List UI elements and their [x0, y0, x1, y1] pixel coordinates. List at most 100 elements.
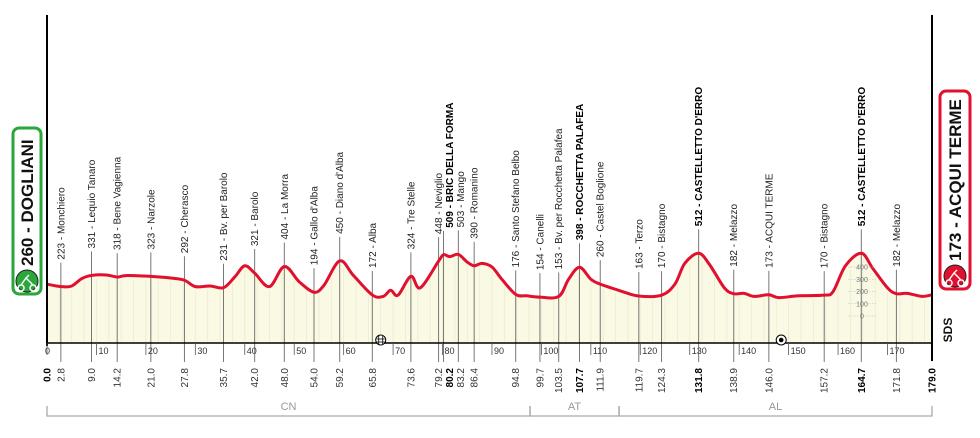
x-tick-label: 170 — [890, 346, 905, 356]
bicycle-glyph — [17, 274, 37, 292]
km-label-finish: 179.0 — [928, 368, 939, 393]
feed-zone-icon — [375, 334, 387, 346]
km-label-start: 0.0 — [43, 368, 54, 382]
km-label: 157.2 — [820, 368, 831, 393]
start-box-frame — [11, 126, 43, 296]
waypoint-label: 176 - Santo Stefano Belbo — [511, 150, 522, 268]
waypoint-label: 194 - Gallo d'Alba — [309, 186, 320, 266]
waypoint-label: 404 - La Morra — [280, 173, 291, 239]
cyclist-icon — [15, 269, 39, 293]
waypoint-label: 223 - Monchiero — [56, 187, 67, 260]
km-label: 146.0 — [764, 368, 775, 393]
x-tick-label: 100 — [543, 346, 558, 356]
waypoint-label: 231 - Bv. per Barolo — [219, 172, 230, 261]
waypoint-label: 172 - Alba — [368, 222, 379, 267]
feed-zone-grid — [376, 336, 385, 344]
start-box-label: 260 - DOGLIANI — [18, 139, 37, 266]
x-tick-label: 90 — [494, 346, 504, 356]
finish-box-label: 173 - ACQUI TERME — [946, 99, 965, 261]
x-tick-label: 50 — [296, 346, 306, 356]
start-finish-layer: SDS 260 - DOGLIANI 173 - ACQUI TERME — [11, 89, 972, 343]
km-label: 2.8 — [56, 368, 67, 382]
elevation-scale-label: 300 — [856, 277, 868, 284]
km-label: 14.2 — [113, 368, 124, 388]
km-label: 79.2 — [434, 368, 445, 388]
x-tick-label: 20 — [148, 346, 158, 356]
waypoint-label: 170 - Bistagno — [657, 203, 668, 268]
km-label: 54.0 — [309, 368, 320, 388]
waypoint-label: 154 - Canelli — [535, 214, 546, 270]
km-label: 21.0 — [146, 368, 157, 388]
sds-logo: SDS — [941, 318, 955, 343]
waypoint-label: 509 - BRIC DELLA FORMA — [445, 103, 456, 228]
elevation-scale-label: 100 — [856, 301, 868, 308]
x-tick-label: 130 — [692, 346, 707, 356]
finish-box-frame — [938, 89, 972, 291]
km-label: 138.9 — [729, 368, 740, 393]
region-label: CN — [281, 401, 297, 413]
waypoint-label: 153 - Bv. per Rocchetta Palafea — [554, 128, 565, 269]
waypoint-label: 318 - Bene Vagienna — [113, 156, 124, 250]
x-tick-label: 140 — [741, 346, 756, 356]
km-label: 86.4 — [470, 368, 481, 388]
x-tick-label: 80 — [445, 346, 455, 356]
km-label: 42.0 — [250, 368, 261, 388]
finish-box: 173 - ACQUI TERME — [938, 89, 972, 291]
km-label: 119.7 — [634, 368, 645, 393]
waypoint-label: 163 - Terzo — [634, 219, 645, 269]
waypoint-label: 512 - CASTELLETTO D'ERRO — [694, 87, 705, 227]
region-label: AL — [769, 401, 782, 413]
km-label: 48.0 — [280, 368, 291, 388]
feed-zone-circle — [375, 334, 387, 346]
waypoint-label: 324 - Tre Stelle — [406, 181, 417, 249]
waypoint-label: 182 - Melazzo — [729, 203, 740, 266]
km-label: 73.6 — [406, 368, 417, 388]
km-label: 171.8 — [892, 368, 903, 393]
x-tick-label: 0 — [45, 346, 50, 356]
waypoint-label: 173 - ACQUI TERME — [764, 173, 775, 268]
region-label: AT — [568, 401, 582, 413]
km-label: 111.9 — [596, 368, 607, 392]
km-label: 131.8 — [694, 368, 705, 393]
x-tick-label: 110 — [593, 346, 607, 356]
waypoint-label: 390 - Romanino — [470, 167, 481, 239]
waypoint-label: 331 - Lequio Tanaro — [87, 159, 98, 248]
km-label: 99.7 — [535, 368, 546, 388]
waypoint-label: 170 - Bistagno — [820, 203, 831, 268]
elevation-scale-label: 200 — [856, 289, 868, 296]
x-tick-label: 40 — [247, 346, 257, 356]
waypoint-label: 448 - Neviglio — [434, 173, 445, 235]
km-label: 103.5 — [554, 368, 565, 393]
km-label: 27.8 — [180, 368, 191, 388]
x-tick-label: 160 — [840, 346, 855, 356]
waypoint-label: 398 - ROCCHETTA PALAFEA — [575, 104, 586, 241]
waypoint-label: 321 - Barolo — [250, 191, 261, 246]
waypoint-labels-layer: 223 - Monchiero 331 - Lequio Tanaro 318 - … — [56, 87, 903, 271]
bicycle-glyph — [945, 269, 965, 287]
km-label: 80.2 — [445, 368, 456, 388]
start-box: 260 - DOGLIANI — [11, 126, 43, 296]
x-tick-label: 60 — [346, 346, 356, 356]
km-label: 9.0 — [87, 368, 98, 382]
x-tick-label: 120 — [642, 346, 657, 356]
sprint-inner-dot — [778, 337, 784, 343]
km-label: 83.2 — [456, 368, 467, 388]
elevation-scale-label: 400 — [856, 265, 868, 272]
profile-fill-layer — [47, 253, 932, 343]
elevation-scale-label: 0 — [860, 314, 864, 321]
km-label: 59.2 — [335, 368, 346, 388]
elevation-profile-line — [46, 251, 933, 300]
waypoint-label: 512 - CASTELLETTO D'ERRO — [857, 87, 868, 227]
waypoint-label: 182 - Melazzo — [892, 203, 903, 266]
intermediate-sprint-icon — [775, 334, 787, 346]
x-tick-label: 70 — [395, 346, 405, 356]
km-label: 94.8 — [511, 368, 522, 388]
km-label: 124.3 — [657, 368, 668, 393]
km-label: 164.7 — [857, 368, 868, 393]
waypoint-label: 323 - Narzole — [146, 189, 157, 249]
profile-area — [47, 253, 932, 343]
waypoint-ticks-layer — [60, 229, 897, 343]
region-bracket — [618, 406, 933, 417]
profile-line-layer — [46, 251, 933, 300]
